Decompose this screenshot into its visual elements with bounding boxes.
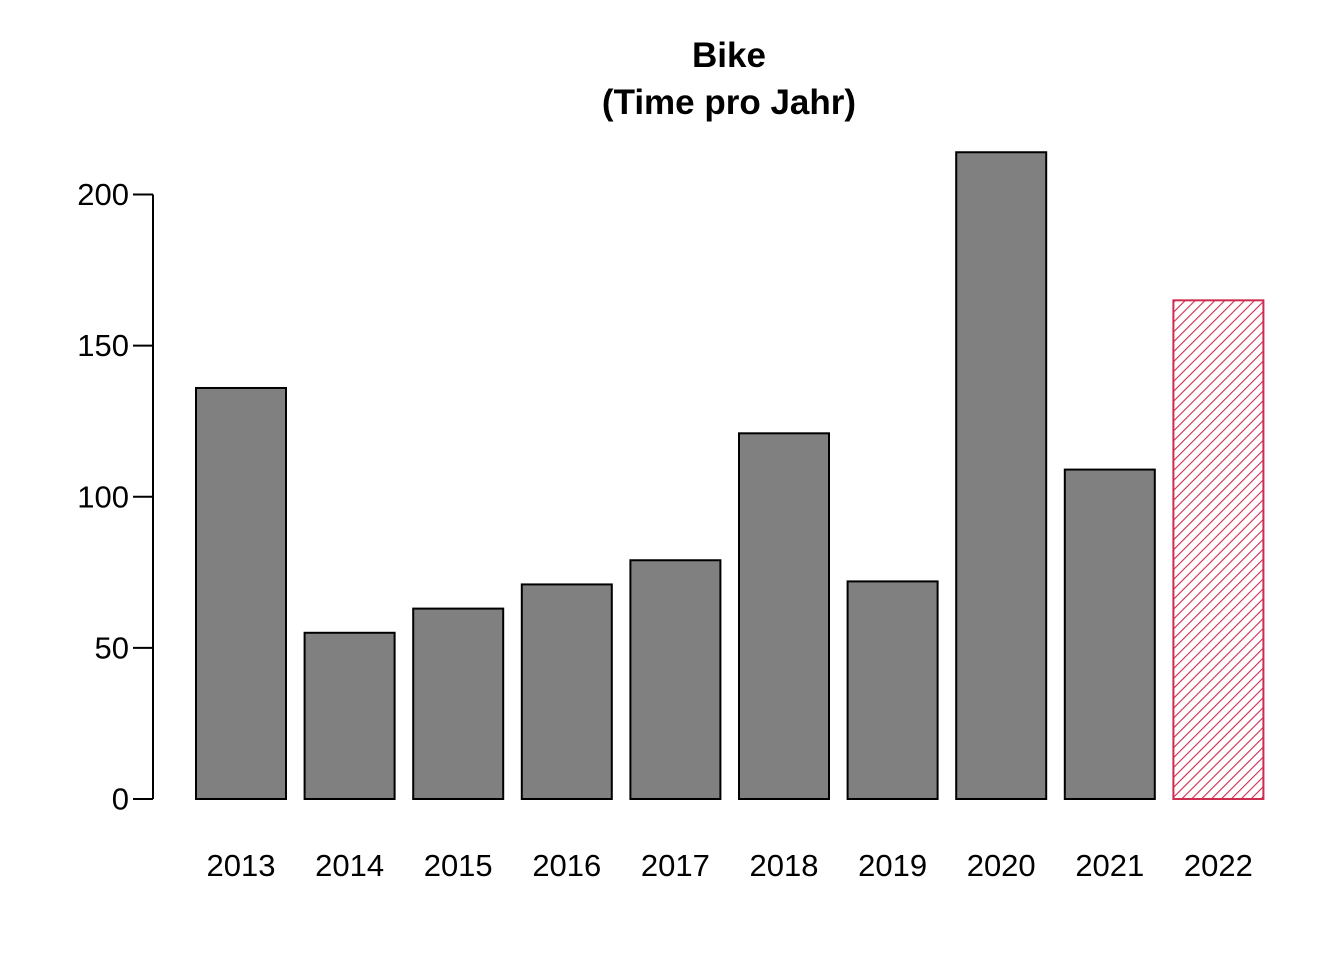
x-tick-label-2021: 2021 (1075, 848, 1144, 883)
x-tick-label-2017: 2017 (641, 848, 710, 883)
bar-2022 (1172, 299, 1265, 800)
x-tick-label-2020: 2020 (967, 848, 1036, 883)
chart-title: Bike (692, 36, 766, 75)
bar-2020 (955, 151, 1048, 800)
x-tick-label-2018: 2018 (750, 848, 819, 883)
y-tick-label: 50 (95, 630, 129, 665)
y-tick-label: 100 (77, 479, 129, 514)
y-tick-label: 0 (112, 782, 129, 817)
x-tick-label-2022: 2022 (1184, 848, 1253, 883)
bar-2016 (520, 583, 613, 801)
x-tick-labels: 2013 2014 2015 2016 2017 2018 2019 2020 2021 2022 (207, 848, 1253, 883)
bar-2015 (412, 607, 505, 800)
y-axis: 0 50 100 150 200 (77, 177, 154, 817)
y-tick-label: 150 (77, 328, 129, 363)
bar-2021 (1063, 468, 1156, 800)
bar-2013 (195, 386, 287, 800)
x-tick-label-2013: 2013 (207, 848, 276, 883)
x-tick-label-2014: 2014 (315, 848, 384, 883)
bar-2018 (738, 432, 830, 800)
x-tick-label-2016: 2016 (532, 848, 601, 883)
x-tick-label-2019: 2019 (858, 848, 927, 883)
x-tick-label-2015: 2015 (424, 848, 493, 883)
y-tick-label: 200 (77, 177, 129, 212)
bar-2017 (629, 559, 722, 801)
bar-2019 (846, 580, 939, 801)
bars-group (195, 151, 1265, 801)
bar-2014 (303, 631, 396, 800)
chart-subtitle: (Time pro Jahr) (602, 83, 856, 122)
